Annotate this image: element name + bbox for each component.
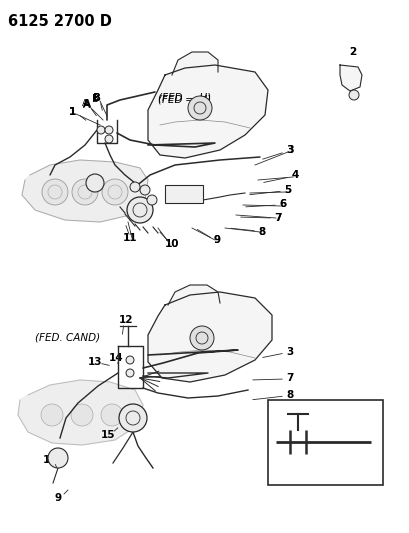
Text: 7: 7	[274, 213, 281, 223]
Circle shape	[348, 90, 358, 100]
Text: 1: 1	[68, 107, 75, 117]
Text: 19: 19	[328, 415, 342, 425]
Circle shape	[48, 448, 68, 468]
Text: 10: 10	[165, 239, 178, 249]
Text: 11: 11	[123, 233, 136, 243]
Text: 4: 4	[291, 170, 298, 180]
Text: B: B	[92, 94, 99, 104]
Text: 7: 7	[274, 213, 281, 223]
Text: 4: 4	[291, 170, 298, 180]
Text: 9: 9	[213, 235, 220, 245]
Circle shape	[105, 135, 113, 143]
Text: 6125 2700 D: 6125 2700 D	[8, 14, 112, 29]
Circle shape	[126, 369, 134, 377]
Text: (FED. CAND): (FED. CAND)	[35, 332, 100, 342]
Text: 16: 16	[43, 455, 57, 465]
Bar	[267, 400, 382, 485]
Text: 1: 1	[68, 107, 75, 117]
Text: 12: 12	[119, 315, 133, 325]
Text: A: A	[82, 100, 88, 109]
Circle shape	[72, 179, 98, 205]
Polygon shape	[148, 65, 267, 158]
Circle shape	[127, 197, 153, 223]
Circle shape	[101, 404, 123, 426]
Circle shape	[188, 96, 211, 120]
Circle shape	[42, 179, 68, 205]
Text: B: B	[93, 93, 101, 103]
Circle shape	[41, 404, 63, 426]
Text: 6: 6	[279, 199, 286, 209]
Text: 1: 1	[69, 107, 75, 117]
Text: 8: 8	[285, 390, 293, 400]
Text: 3: 3	[286, 145, 292, 155]
Text: A: A	[83, 99, 91, 109]
Text: 9: 9	[54, 493, 61, 503]
Text: 13: 13	[88, 357, 102, 367]
Text: 3: 3	[285, 347, 293, 357]
Text: 17: 17	[315, 475, 330, 485]
Text: 11: 11	[122, 233, 137, 243]
Circle shape	[86, 174, 104, 192]
Text: 6: 6	[279, 199, 285, 209]
Circle shape	[147, 195, 157, 205]
Circle shape	[189, 326, 213, 350]
Polygon shape	[172, 52, 218, 75]
Text: 14: 14	[108, 353, 123, 363]
Circle shape	[126, 356, 134, 364]
Text: 5: 5	[284, 185, 291, 195]
Text: 8: 8	[258, 227, 265, 237]
Text: 18: 18	[278, 415, 292, 425]
Circle shape	[139, 185, 150, 195]
Text: 9: 9	[213, 235, 220, 245]
Polygon shape	[339, 65, 361, 91]
Text: (FED — H): (FED — H)	[157, 93, 211, 103]
Circle shape	[105, 126, 113, 134]
Text: 8: 8	[258, 227, 265, 237]
Polygon shape	[22, 160, 148, 222]
Text: 2: 2	[348, 47, 356, 57]
Polygon shape	[148, 292, 271, 382]
Text: 5: 5	[284, 185, 291, 195]
Polygon shape	[168, 285, 220, 305]
Text: A: A	[82, 100, 89, 110]
Text: 7: 7	[285, 373, 293, 383]
Text: B: B	[93, 93, 99, 102]
Text: (FED — H): (FED — H)	[157, 95, 211, 105]
Text: 10: 10	[164, 239, 179, 249]
Circle shape	[97, 126, 105, 134]
Circle shape	[119, 404, 147, 432]
Circle shape	[130, 182, 139, 192]
Text: 3: 3	[285, 145, 293, 155]
Circle shape	[71, 404, 93, 426]
Bar	[164, 185, 202, 203]
Text: 15: 15	[101, 430, 115, 440]
Text: 2: 2	[349, 47, 355, 57]
Circle shape	[102, 179, 128, 205]
Polygon shape	[18, 380, 143, 445]
